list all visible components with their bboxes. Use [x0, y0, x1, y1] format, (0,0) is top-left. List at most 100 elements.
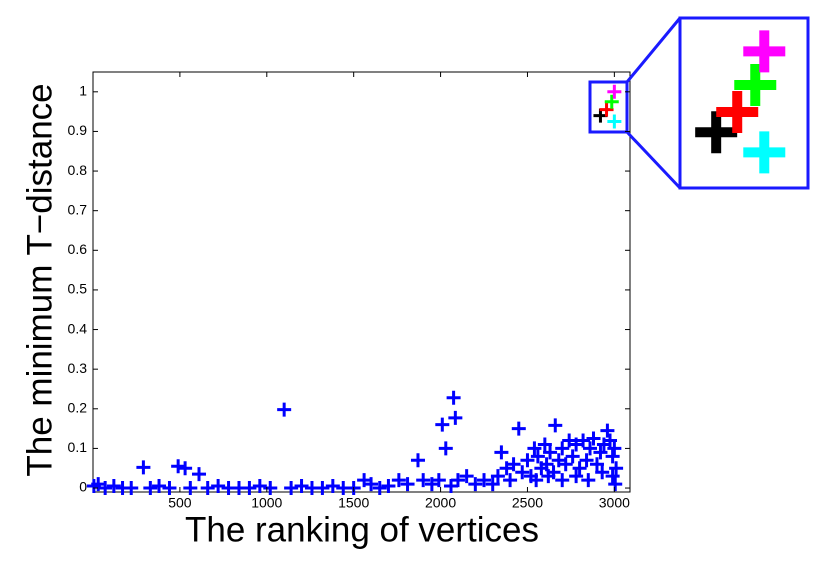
marker — [599, 102, 614, 117]
marker — [391, 473, 406, 488]
marker — [506, 457, 521, 472]
marker — [607, 441, 622, 456]
marker — [192, 467, 207, 482]
zoom-marker — [695, 111, 738, 154]
marker — [520, 453, 535, 468]
marker — [178, 461, 193, 476]
marker — [315, 481, 330, 496]
marker — [581, 473, 596, 488]
y-tick-label: 0.6 — [68, 241, 88, 257]
x-tick-label: 1000 — [251, 495, 282, 511]
marker — [410, 453, 425, 468]
zoom-marker — [716, 90, 759, 133]
marker — [124, 481, 139, 496]
y-tick-label: 0.5 — [68, 281, 88, 297]
marker — [152, 479, 167, 494]
marker — [416, 473, 431, 488]
x-tick-label: 3000 — [599, 495, 630, 511]
y-axis-label: The minimum T−distance — [20, 83, 59, 476]
marker — [325, 479, 340, 494]
marker — [529, 473, 544, 488]
marker — [136, 460, 151, 475]
x-tick-label: 500 — [168, 495, 192, 511]
x-axis-label: The ranking of vertices — [185, 510, 539, 549]
marker — [459, 469, 474, 484]
marker — [106, 479, 121, 494]
marker — [98, 481, 113, 496]
x-tick-label: 2500 — [512, 495, 543, 511]
marker — [569, 469, 584, 484]
marker — [294, 479, 309, 494]
marker — [372, 481, 387, 496]
marker — [143, 481, 158, 496]
marker — [200, 481, 215, 496]
marker — [607, 114, 622, 129]
y-tick-label: 0.7 — [68, 201, 88, 217]
marker — [435, 417, 450, 432]
marker — [485, 477, 500, 492]
marker — [603, 433, 618, 448]
zoom-region — [588, 80, 629, 134]
marker — [548, 418, 563, 433]
y-tick-label: 0 — [79, 479, 87, 495]
marker — [604, 94, 619, 109]
zoom-connector — [625, 130, 682, 190]
marker — [252, 479, 267, 494]
zoom-marker — [743, 131, 786, 174]
marker — [541, 469, 556, 484]
zoom-connector — [625, 17, 682, 83]
marker — [162, 481, 177, 496]
marker — [539, 457, 554, 472]
marker — [242, 481, 257, 496]
y-tick-label: 0.2 — [68, 399, 88, 415]
y-tick-label: 0.3 — [68, 360, 88, 376]
marker — [171, 459, 186, 474]
marker — [263, 481, 278, 496]
marker — [607, 84, 622, 99]
marker — [565, 449, 580, 464]
marker — [503, 473, 518, 488]
marker — [600, 423, 615, 438]
zoom-marker — [743, 30, 786, 73]
marker — [477, 473, 492, 488]
marker — [576, 433, 591, 448]
marker — [537, 437, 552, 452]
marker — [515, 465, 530, 480]
marker — [284, 481, 299, 496]
marker — [527, 441, 542, 456]
marker — [438, 441, 453, 456]
y-tick-label: 0.4 — [68, 320, 88, 336]
zoom-box — [678, 16, 810, 190]
marker — [277, 402, 292, 417]
marker — [586, 431, 601, 446]
marker — [572, 461, 587, 476]
marker — [183, 481, 198, 496]
marker — [490, 469, 505, 484]
marker — [494, 445, 509, 460]
marker — [555, 473, 570, 488]
marker — [211, 479, 226, 494]
marker — [381, 479, 396, 494]
y-tick-label: 1 — [79, 83, 87, 99]
marker — [543, 445, 558, 460]
marker — [595, 465, 610, 480]
y-tick-label: 0.1 — [68, 439, 88, 455]
marker — [608, 477, 623, 492]
marker — [400, 477, 415, 492]
marker — [583, 441, 598, 456]
marker — [555, 441, 570, 456]
marker — [448, 410, 463, 425]
y-tick-label: 0.9 — [68, 122, 88, 138]
marker — [450, 473, 465, 488]
marker — [605, 449, 620, 464]
zoom-marker — [734, 64, 777, 107]
marker — [530, 449, 545, 464]
marker — [579, 453, 594, 468]
x-tick-label: 2000 — [425, 495, 456, 511]
marker — [593, 445, 608, 460]
marker — [431, 473, 446, 488]
marker — [511, 421, 526, 436]
marker — [446, 390, 461, 405]
marker — [605, 469, 620, 484]
